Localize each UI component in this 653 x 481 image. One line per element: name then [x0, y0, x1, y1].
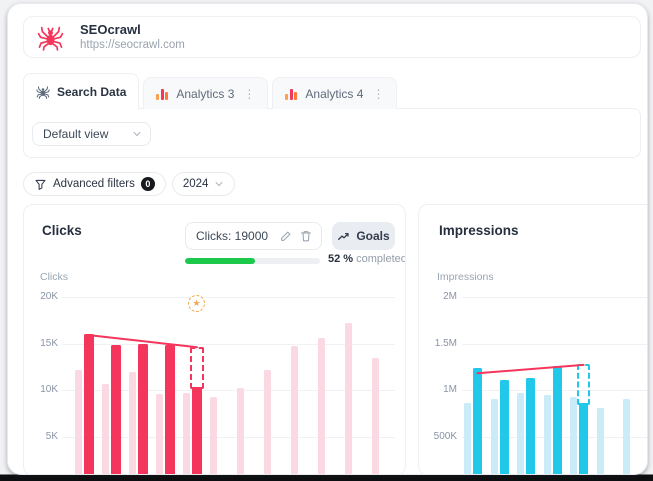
bar-forecast-dashed[interactable] — [190, 347, 204, 390]
trend-up-icon — [338, 232, 349, 240]
tab-label: Search Data — [57, 84, 127, 99]
filters-row: Advanced filters 0 2024 — [23, 172, 236, 196]
spider-logo-icon — [37, 26, 64, 51]
tab-bar: Search Data Analytics 3 ⋮ Analytics 4 ⋮ — [23, 73, 398, 110]
bar-chart-icon — [156, 88, 169, 100]
tab-analytics-3[interactable]: Analytics 3 ⋮ — [143, 77, 269, 109]
bar-previous-period[interactable] — [596, 407, 604, 474]
progress-percent: 52 % — [328, 253, 354, 265]
progress-caption: completed — [356, 253, 406, 265]
kebab-menu-icon[interactable]: ⋮ — [243, 86, 256, 101]
filters-count-badge: 0 — [140, 177, 155, 191]
site-header: SEOcrawl https://seocrawl.com — [23, 16, 641, 58]
goals-button[interactable]: Goals — [332, 222, 395, 250]
bar-previous-period[interactable] — [490, 399, 498, 474]
bar-previous-period[interactable] — [345, 323, 352, 474]
y-tick-label: 20K — [40, 291, 58, 302]
tab-label: Analytics 4 — [305, 86, 364, 101]
kebab-menu-icon[interactable]: ⋮ — [372, 86, 385, 101]
chevron-down-icon — [133, 131, 141, 137]
goal-star-icon[interactable]: ★ — [188, 295, 205, 313]
advanced-filters-button[interactable]: Advanced filters 0 — [23, 172, 166, 196]
impressions-card: Impressions 2M 1.5M 1M 500K Impressions — [418, 204, 647, 474]
bar-current-period[interactable] — [552, 365, 562, 474]
filter-funnel-icon — [35, 179, 46, 190]
y-tick-label: 1M — [443, 384, 457, 395]
year-select-value: 2024 — [182, 178, 209, 190]
bar-current-period[interactable] — [192, 387, 202, 474]
goal-input[interactable]: Clicks: 19000 — [185, 222, 322, 250]
bar-previous-period[interactable] — [75, 369, 82, 474]
goals-button-label: Goals — [356, 229, 390, 243]
delete-trash-icon[interactable] — [299, 229, 313, 243]
gridline — [62, 297, 395, 298]
spider-icon — [36, 85, 50, 99]
axis-label: Impressions — [437, 271, 494, 283]
impressions-card-title: Impressions — [439, 223, 519, 238]
gridline — [62, 390, 395, 391]
bar-previous-period[interactable] — [183, 392, 190, 474]
gridline — [62, 436, 395, 438]
bar-previous-period[interactable] — [318, 337, 325, 474]
chevron-down-icon — [215, 181, 223, 187]
bar-current-period[interactable] — [526, 377, 535, 474]
bar-previous-period[interactable] — [264, 369, 271, 474]
bar-current-period[interactable] — [165, 345, 175, 474]
bar-previous-period[interactable] — [464, 403, 471, 474]
impressions-chart: Impressions 2M 1.5M 1M 500K — [419, 205, 647, 474]
bar-current-period[interactable] — [138, 344, 148, 474]
bar-previous-period[interactable] — [156, 393, 163, 474]
bar-previous-period[interactable] — [129, 372, 136, 474]
y-tick-label: 5K — [45, 430, 58, 442]
goal-progress-text: 52 % completed — [328, 253, 406, 265]
goal-progress-fill — [185, 258, 256, 264]
gridline — [62, 343, 395, 345]
year-select[interactable]: 2024 — [171, 172, 236, 196]
bar-previous-period[interactable] — [623, 399, 630, 474]
view-select-value: Default view — [43, 127, 109, 141]
bar-previous-period[interactable] — [372, 358, 379, 474]
bar-current-period[interactable] — [579, 403, 588, 474]
tab-label: Analytics 3 — [176, 86, 235, 101]
bar-forecast-dashed[interactable] — [577, 363, 590, 405]
bar-previous-period[interactable] — [570, 396, 577, 474]
bar-previous-period[interactable] — [291, 346, 298, 474]
bar-previous-period[interactable] — [543, 394, 551, 474]
y-tick-label: 15K — [40, 337, 58, 349]
bar-previous-period[interactable] — [237, 388, 244, 474]
axis-label: Clicks — [40, 271, 68, 283]
clicks-card-title: Clicks — [42, 223, 82, 238]
view-panel: Default view — [23, 108, 641, 158]
goal-progress-bar — [185, 258, 320, 264]
y-tick-label: 500K — [433, 430, 457, 442]
site-url: https://seocrawl.com — [80, 38, 185, 51]
bar-current-period[interactable] — [473, 367, 482, 474]
clicks-chart: Clicks 20K 15K 10K 5K ★ — [24, 205, 405, 474]
goal-input-value: Clicks: 19000 — [196, 229, 269, 243]
site-title: SEOcrawl — [80, 21, 141, 37]
y-tick-label: 10K — [40, 384, 58, 395]
advanced-filters-label: Advanced filters — [53, 178, 135, 190]
bar-chart-icon — [285, 88, 298, 100]
y-tick-label: 2M — [443, 291, 457, 302]
tab-analytics-4[interactable]: Analytics 4 ⋮ — [272, 77, 398, 109]
bar-previous-period[interactable] — [102, 384, 109, 474]
bar-current-period[interactable] — [111, 345, 121, 474]
y-tick-label: 1.5M — [434, 337, 457, 349]
bar-current-period[interactable] — [499, 379, 509, 474]
bar-current-period[interactable] — [84, 334, 94, 474]
gridline — [462, 297, 647, 298]
clicks-card: Clicks 20K 15K 10K 5K ★ Clicks Clicks: 19000 … — [23, 204, 406, 474]
edit-pencil-icon[interactable] — [279, 229, 293, 243]
tab-search-data[interactable]: Search Data — [23, 73, 140, 110]
gridline — [462, 343, 647, 345]
bar-previous-period[interactable] — [210, 397, 217, 474]
dashboard-card: SEOcrawl https://seocrawl.com Search Dat… — [7, 3, 648, 475]
view-select[interactable]: Default view — [32, 122, 151, 146]
bar-previous-period[interactable] — [517, 392, 524, 474]
